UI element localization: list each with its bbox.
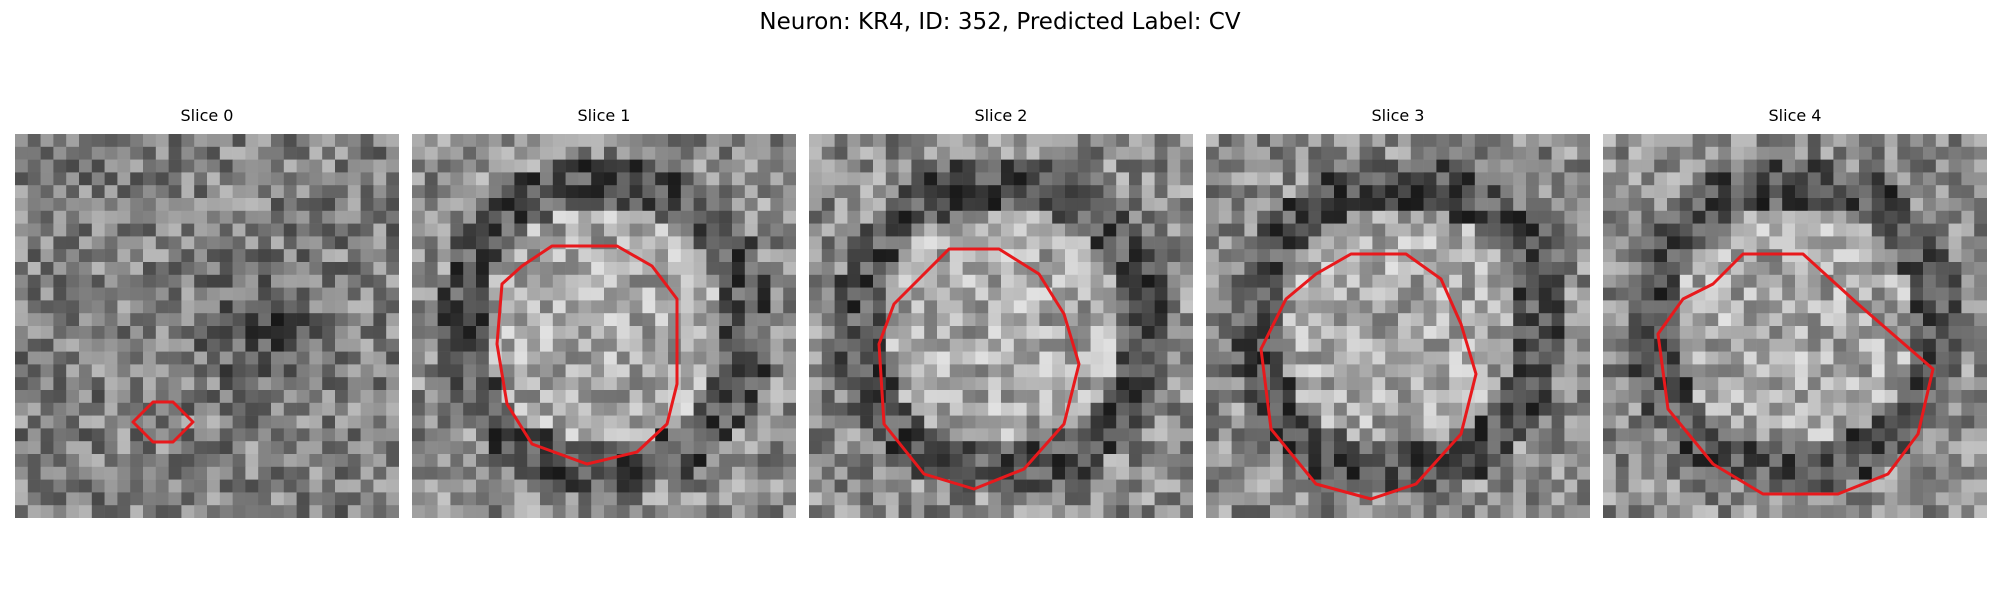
slice-title: Slice 0 (180, 106, 234, 125)
slice-image (412, 134, 796, 518)
figure-title: Neuron: KR4, ID: 352, Predicted Label: C… (759, 9, 1241, 35)
slice-panel-0: Slice 0 (15, 106, 399, 518)
slice-image (809, 134, 1193, 518)
slice-image (15, 134, 399, 518)
segmentation-contour (495, 244, 679, 466)
slice-panel-1: Slice 1 (412, 106, 796, 518)
pixel-grid (1206, 134, 1590, 518)
segmentation-contour (131, 400, 195, 444)
segmentation-contour (1259, 252, 1478, 501)
segmentation-contour (877, 247, 1081, 491)
slice-title: Slice 1 (577, 106, 631, 125)
slice-image (1603, 134, 1987, 518)
slice-panel-4: Slice 4 (1603, 106, 1987, 518)
segmentation-contour (1656, 252, 1935, 496)
pixel-grid (1603, 134, 1987, 518)
slice-panel-2: Slice 2 (809, 106, 1193, 518)
pixel-grid (412, 134, 796, 518)
slice-title: Slice 4 (1768, 106, 1822, 125)
slice-title: Slice 2 (974, 106, 1028, 125)
slice-image (1206, 134, 1590, 518)
pixel-grid (809, 134, 1193, 518)
pixel-grid (15, 134, 399, 518)
slice-title: Slice 3 (1371, 106, 1425, 125)
slice-panel-3: Slice 3 (1206, 106, 1590, 518)
